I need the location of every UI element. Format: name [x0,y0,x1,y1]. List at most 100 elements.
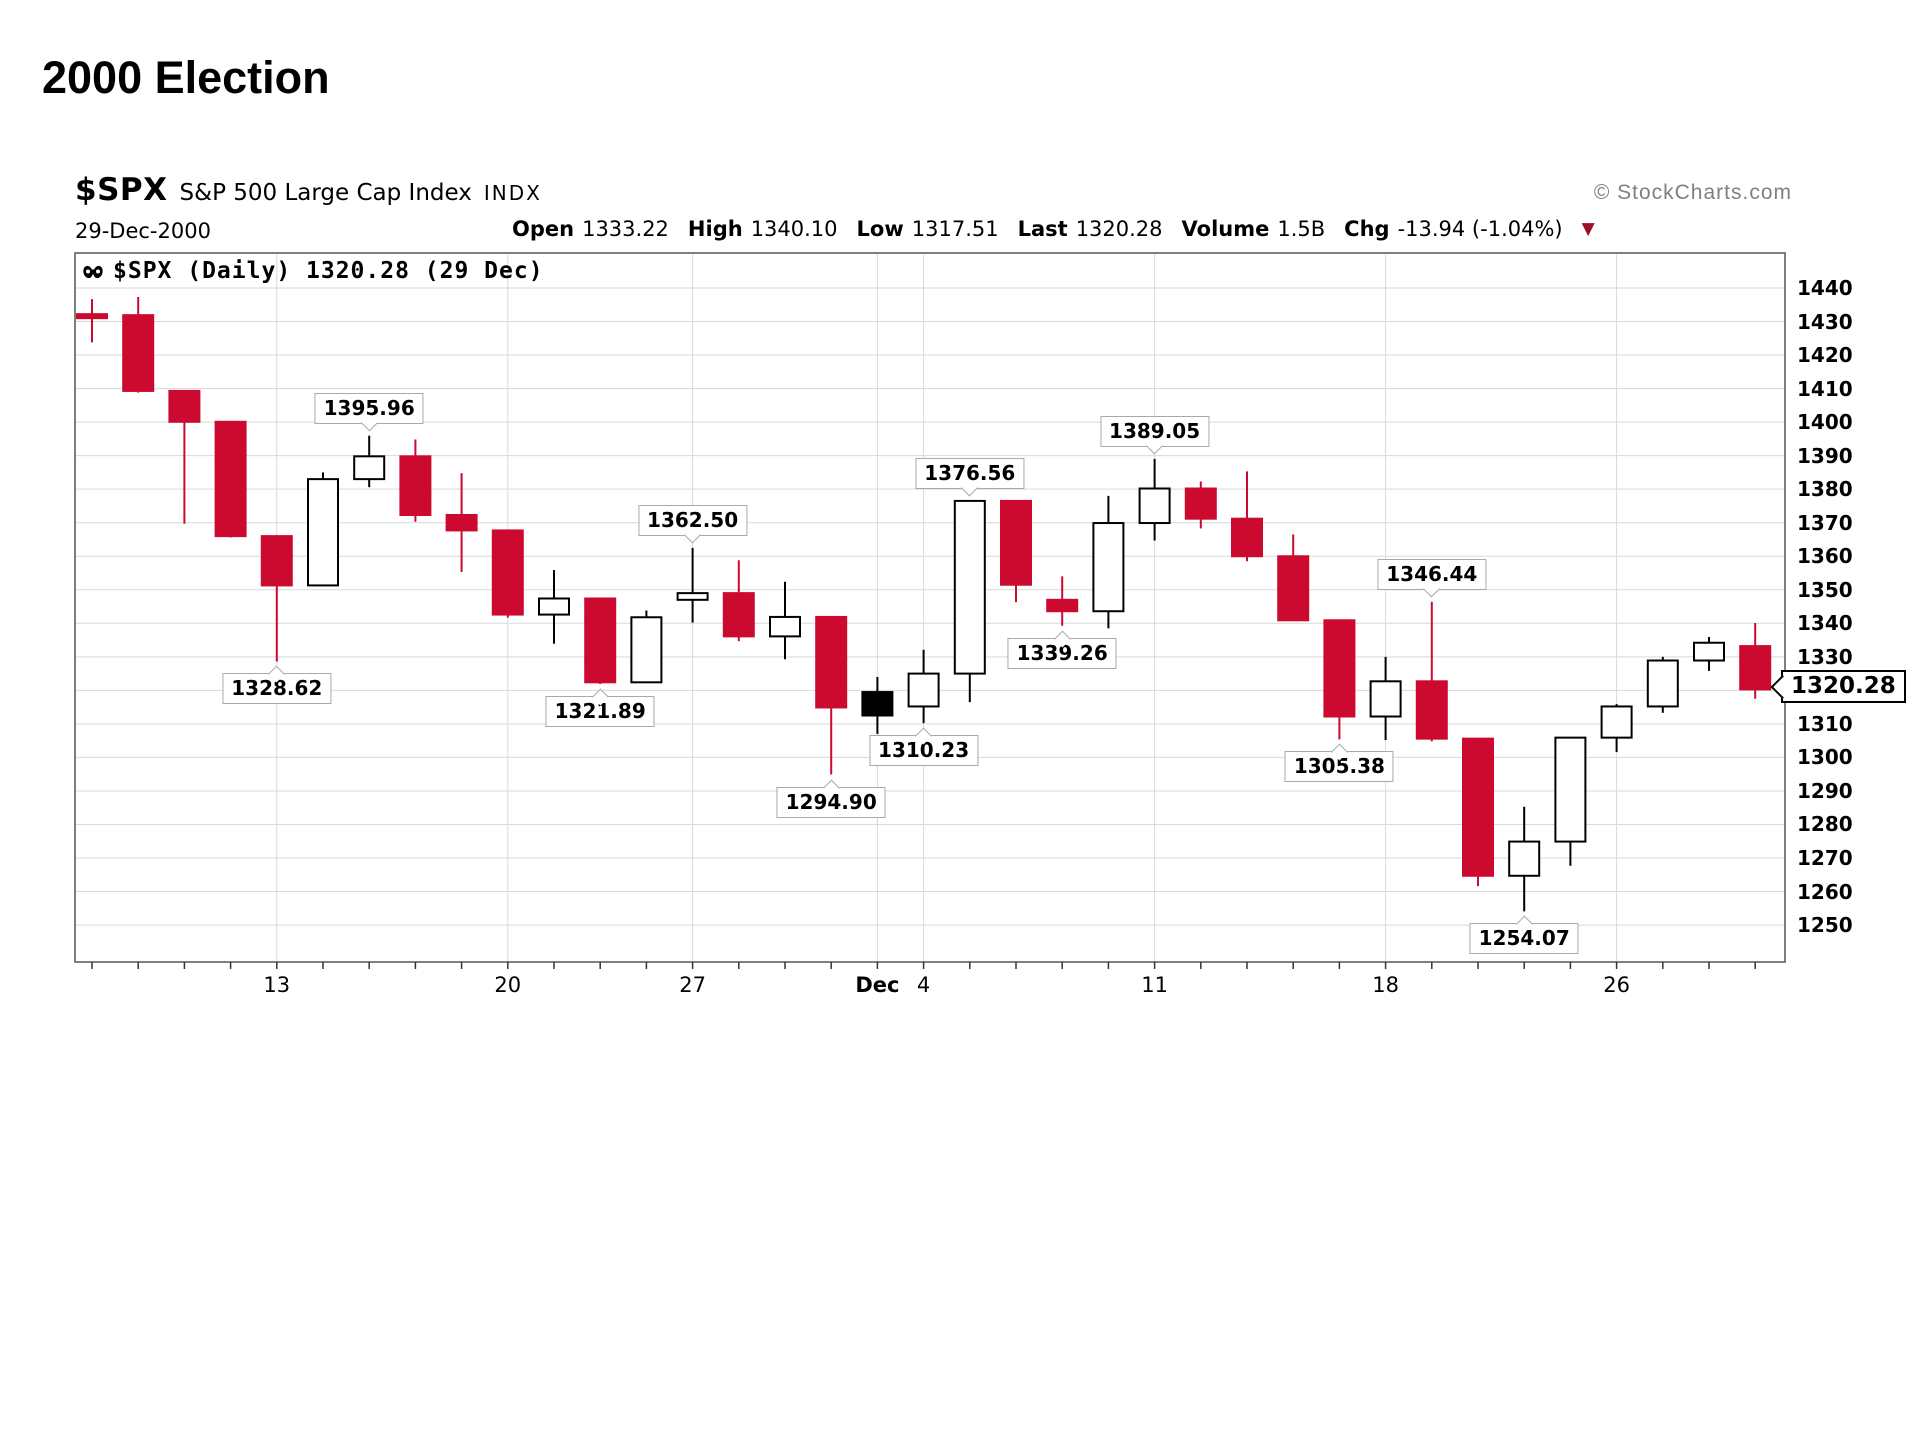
x-axis-label: 27 [679,973,706,997]
candle-body-dec-20 [1462,737,1494,877]
candle-body-nov-15 [353,455,386,481]
quote-field-value: -13.94 (-1.04%) [1397,217,1563,241]
quote-field-label: Last [1017,217,1068,241]
y-axis-label: 1300 [1797,745,1853,770]
sharpchart-paw-icon [83,265,103,278]
candle-body-nov-20 [491,529,524,616]
candle-body-dec-8 [1092,522,1125,613]
price-annotation-1321.89: 1321.89 [545,688,655,728]
candle-body-dec-29 [1739,645,1772,691]
candle-body-dec-27 [1646,659,1679,708]
quote-field-value: 1320.28 [1075,217,1163,241]
last-price-value: 1320.28 [1791,673,1896,700]
x-axis-label: Dec [855,973,900,997]
quote-field-label: Chg [1344,217,1390,241]
candle-body-dec-6 [1000,499,1032,586]
candle-body-nov-16 [399,455,432,516]
candle-body-dec-13 [1231,517,1263,558]
candle-body-dec-1 [861,691,894,717]
candle-body-nov-13 [260,535,293,587]
candle-body-nov-28 [722,592,755,638]
price-annotation-1362.50: 1362.50 [638,504,748,544]
quote-field-last: Last 1320.28 [1018,217,1163,241]
quote-field-label: Open [512,217,575,241]
candle-body-nov-9 [168,389,201,423]
quote-field-high: High 1340.10 [688,217,838,241]
candle-body-dec-22 [1554,736,1587,843]
y-axis-label: 1290 [1797,778,1853,803]
x-axis-label: 18 [1372,973,1399,997]
y-axis-label: 1400 [1797,410,1853,435]
candle-body-nov-24 [630,616,663,684]
x-axis-label: 26 [1603,973,1630,997]
candle-body-dec-11 [1138,487,1171,525]
symbol-name: S&P 500 Large Cap Index [179,180,472,206]
candle-body-dec-21 [1508,840,1541,877]
candle-body-dec-26 [1600,705,1633,739]
y-axis-label: 1330 [1797,644,1853,669]
quote-field-open: Open 1333.22 [512,217,669,241]
y-axis-label: 1360 [1797,544,1853,569]
y-axis-label: 1380 [1797,477,1853,502]
candle-body-nov-21 [538,597,570,616]
last-price-tag: 1320.28 [1770,670,1906,704]
y-axis-label: 1260 [1797,879,1853,904]
candle-body-nov-7 [76,313,108,320]
chart-legend-label: $SPX (Daily) 1320.28 (29 Dec) [113,258,544,284]
candle-body-nov-30 [815,615,848,709]
candle-body-nov-27 [676,592,709,601]
x-axis-label: 20 [494,973,522,997]
symbol-exchange: INDX [483,181,542,205]
price-annotation-1310.23: 1310.23 [869,727,979,767]
x-axis-label: 4 [916,973,931,997]
candle-body-dec-18 [1369,680,1402,718]
price-annotation-1305.38: 1305.38 [1284,743,1394,783]
quote-field-value: 1333.22 [582,217,669,241]
price-annotation-1346.44: 1346.44 [1377,558,1487,598]
price-annotation-1376.56: 1376.56 [915,457,1025,497]
price-annotation-1339.26: 1339.26 [1007,630,1117,669]
y-axis-label: 1340 [1797,611,1853,636]
chart-legend: $SPX (Daily) 1320.28 (29 Dec) [82,258,544,284]
price-annotation-1389.05: 1389.05 [1100,415,1210,455]
candle-body-dec-7 [1046,598,1079,613]
quote-field-value: 1317.51 [911,217,999,241]
candle-body-dec-19 [1415,680,1448,740]
price-annotation-1395.96: 1395.96 [314,392,424,432]
y-axis-label: 1370 [1797,510,1853,535]
y-axis-label: 1390 [1797,443,1853,468]
candle-body-dec-15 [1323,619,1356,718]
quote-field-label: High [687,217,743,241]
candle-body-nov-10 [214,420,247,538]
quote-field-label: Volume [1181,217,1270,241]
candle-body-dec-12 [1184,487,1217,520]
candle-body-dec-14 [1277,555,1310,622]
candle-body-dec-28 [1693,641,1725,662]
y-axis-label: 1350 [1797,577,1853,602]
symbol-ticker: $SPX [75,172,168,208]
quote-field-low: Low 1317.51 [857,217,999,241]
candle-body-dec-5 [953,499,986,675]
price-annotation-1254.07: 1254.07 [1469,915,1579,955]
quote-field-label: Low [856,217,904,241]
candle-body-nov-29 [769,615,801,638]
y-axis-label: 1270 [1797,846,1853,870]
price-annotation-1294.90: 1294.90 [776,779,886,818]
y-axis-label: 1420 [1797,343,1853,368]
y-axis-label: 1280 [1797,812,1853,837]
quote-field-volume: Volume 1.5B [1182,217,1326,241]
quote-date: 29-Dec-2000 [75,219,211,243]
stockcharts-credit: © StockCharts.com [1593,181,1792,204]
candle-body-nov-17 [445,513,478,532]
x-axis-label: 11 [1141,973,1168,997]
quote-field-value: 1340.10 [750,217,838,241]
candle-body-dec-4 [907,672,940,708]
quote-field-value: 1.5B [1277,217,1326,241]
price-annotation-1328.62: 1328.62 [222,665,332,705]
y-axis-label: 1410 [1797,376,1853,401]
y-axis-label: 1310 [1797,711,1853,736]
change-down-arrow-icon: ▼ [1581,219,1595,239]
y-axis-label: 1250 [1797,913,1853,938]
